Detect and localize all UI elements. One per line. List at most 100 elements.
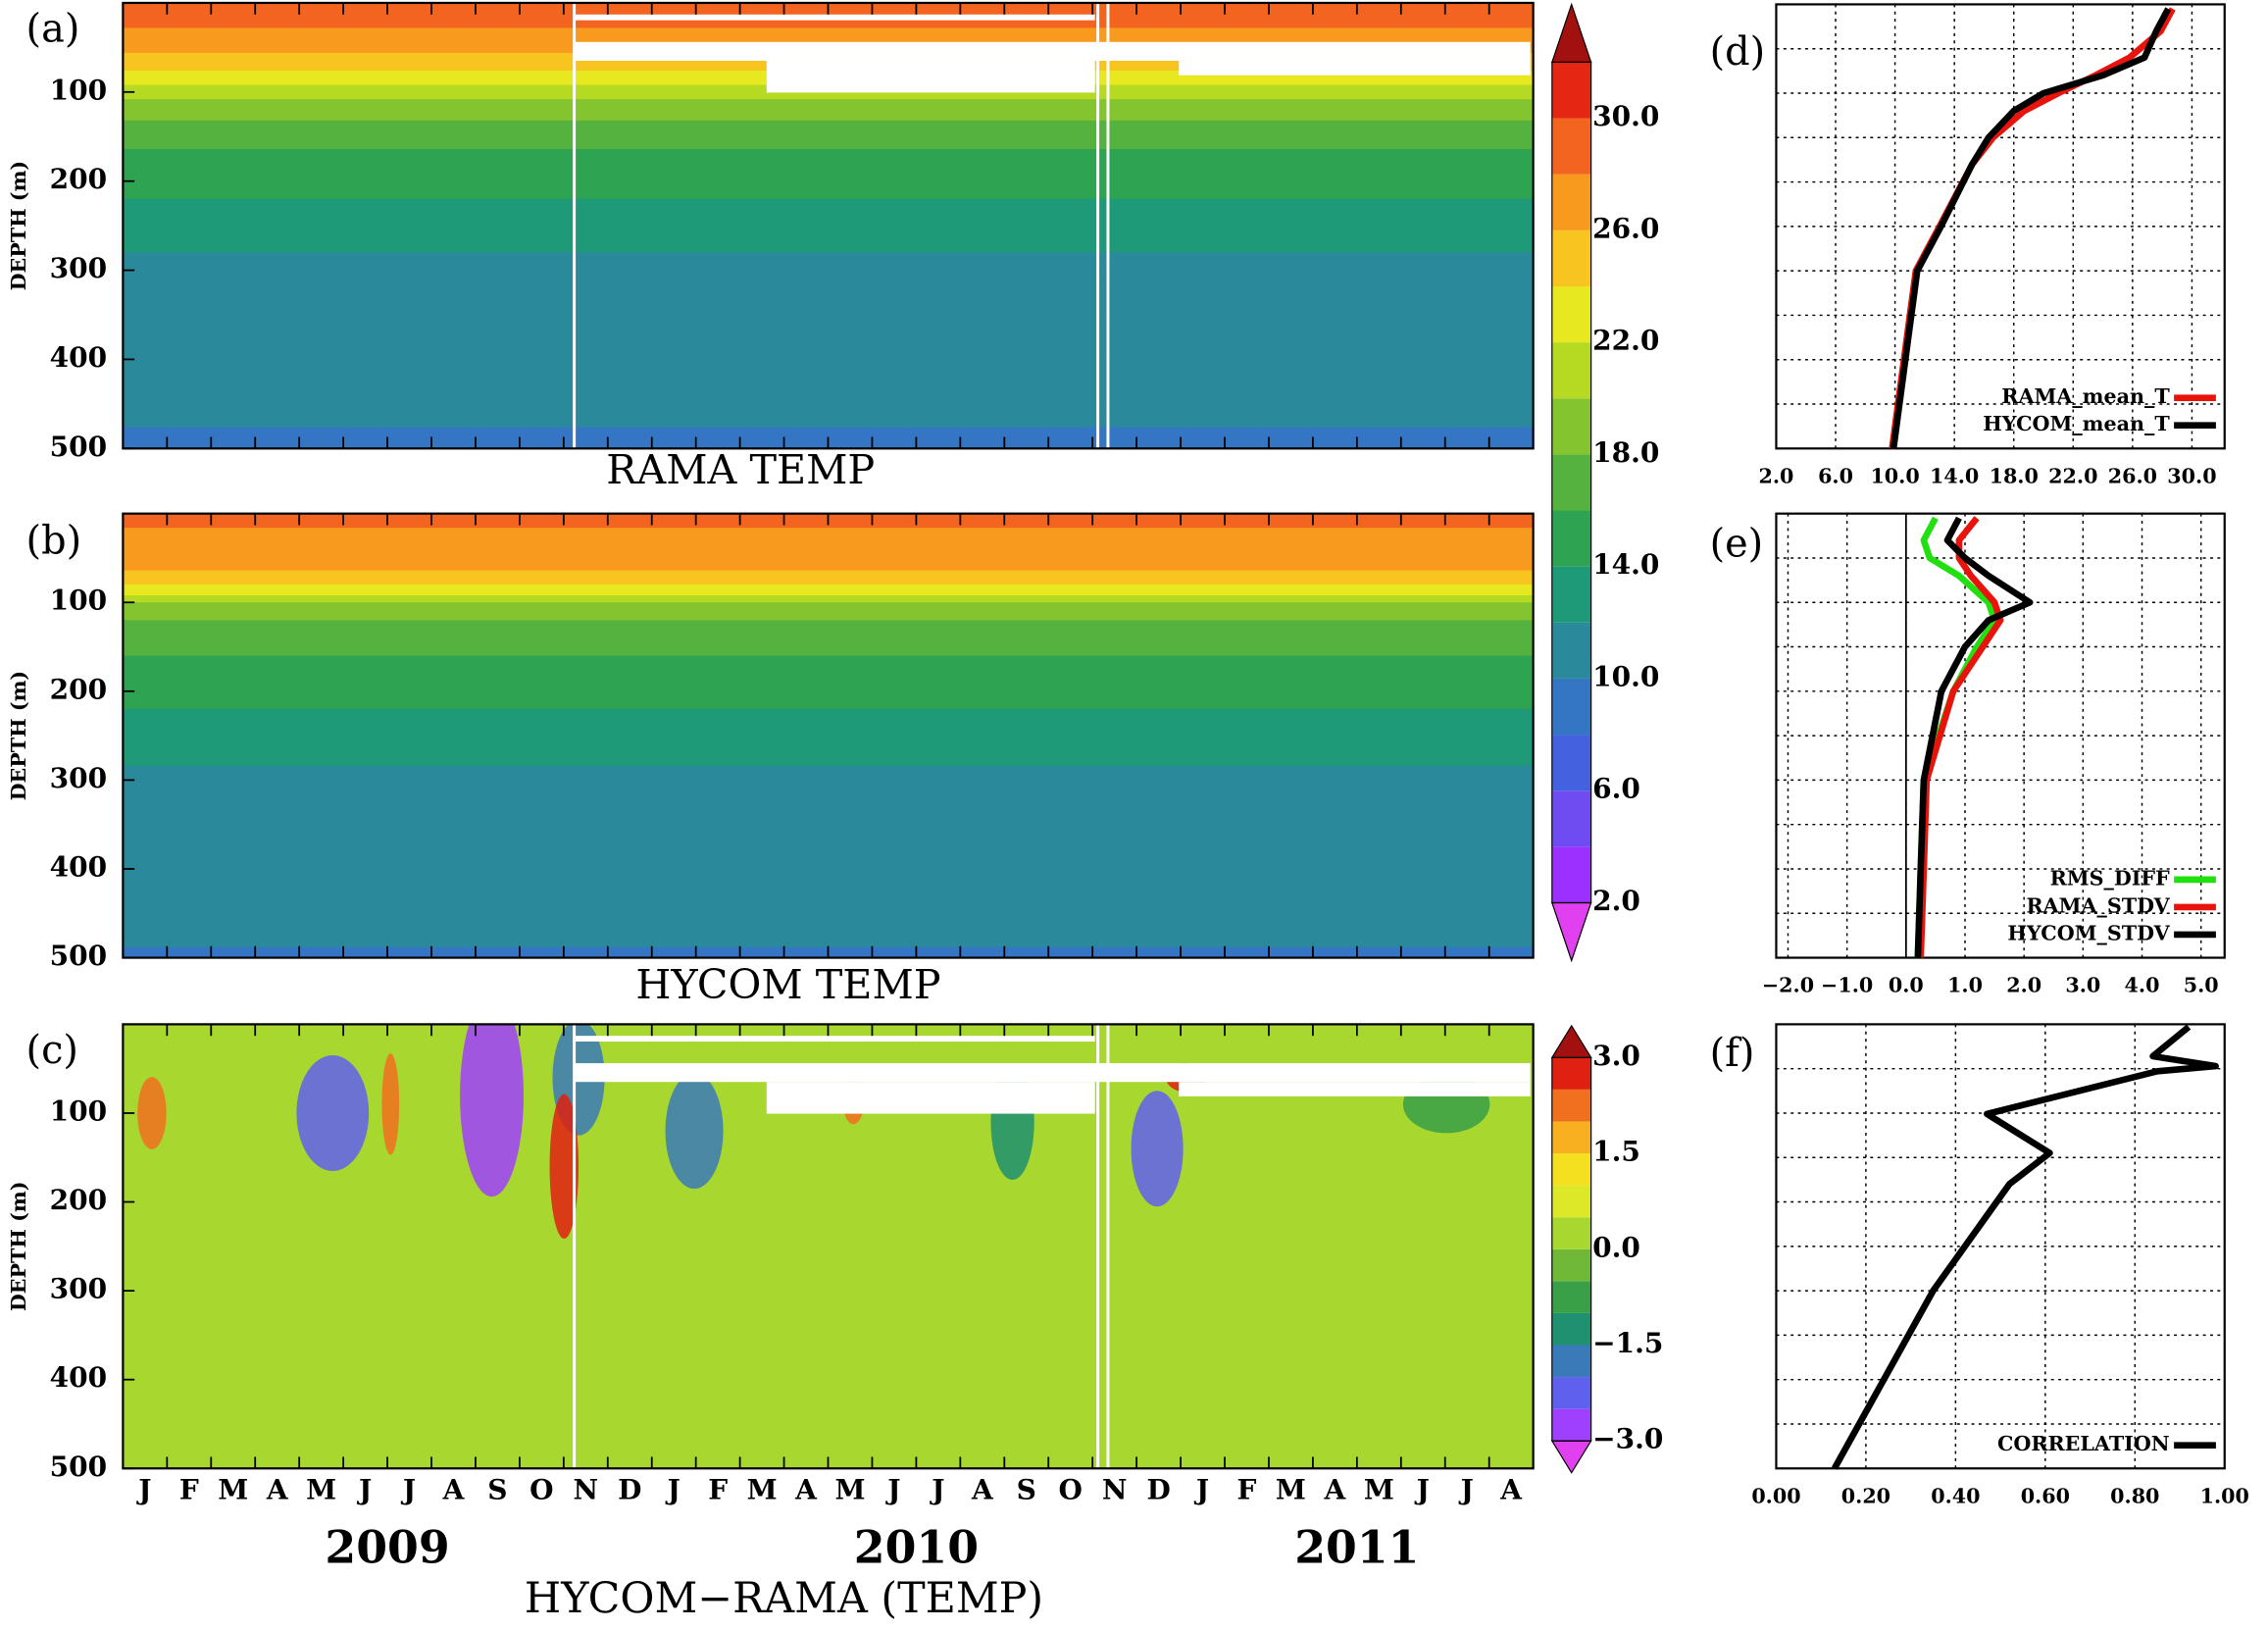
contour-band (123, 227, 1534, 232)
contour-band (123, 373, 1534, 379)
x-tick-label: 22.0 (2048, 464, 2097, 487)
contour-band (123, 773, 1534, 778)
contour-band (123, 99, 1534, 104)
colorbar-swatch (1551, 678, 1591, 736)
contour-band (123, 263, 1534, 268)
contour-band (123, 420, 1534, 425)
contour-band (123, 178, 1534, 182)
x-tick-label: N (1102, 1473, 1128, 1505)
x-tick-label: M (1276, 1473, 1306, 1505)
contour-band (123, 904, 1534, 909)
x-tick-label: J (929, 1473, 944, 1505)
contour-band (123, 787, 1534, 792)
colorbar-swatch (1551, 342, 1591, 399)
x-tick-label: 18.0 (1990, 464, 2039, 487)
contour-band (123, 217, 1534, 222)
x-tick-label: O (1059, 1473, 1083, 1505)
contour-band (123, 651, 1534, 657)
contour-band (123, 861, 1534, 867)
x-tick-label: A (266, 1473, 289, 1505)
contour-band (123, 156, 1534, 161)
x-tick-label: F (179, 1473, 199, 1505)
panel-title: HYCOM TEMP (635, 961, 940, 1008)
contour-band (123, 883, 1534, 888)
contour-band (123, 206, 1534, 211)
contour-band (123, 684, 1534, 689)
contour-band (123, 398, 1534, 403)
contour-band (123, 811, 1534, 817)
contour-band (123, 627, 1534, 633)
contour-band (123, 167, 1534, 172)
contour-band (123, 900, 1534, 906)
contour-blob (1131, 1091, 1184, 1207)
panel-label: (a) (26, 6, 80, 51)
legend-label: RAMA_mean_T (2001, 384, 2170, 408)
colorbar-tick-label: 3.0 (1592, 1040, 1640, 1072)
y-tick-label: 300 (50, 762, 107, 794)
panel-label: (d) (1710, 29, 1766, 75)
contour-band (123, 655, 1534, 661)
contour-band (123, 751, 1534, 756)
x-tick-label: 6.0 (1818, 464, 1853, 487)
contour-band (123, 762, 1534, 767)
x-tick-label: M (834, 1473, 865, 1505)
contour-band (123, 220, 1534, 226)
contour-band (123, 427, 1534, 433)
contour-band (123, 327, 1534, 332)
contour-band (123, 409, 1534, 414)
contour-band (123, 896, 1534, 902)
x-tick-label: 4.0 (2125, 974, 2160, 997)
colorbar-under (1550, 901, 1592, 963)
contour-band (123, 117, 1534, 122)
contour-band (123, 27, 1534, 32)
contour-band (123, 359, 1534, 364)
contour-band (123, 252, 1534, 257)
contour-band (123, 370, 1534, 375)
plot-frame (1775, 1023, 2226, 1470)
contour-band (123, 677, 1534, 682)
colorbar-tick-label: 2.0 (1592, 885, 1640, 917)
contour-band (123, 659, 1534, 664)
contour-band (123, 341, 1534, 346)
contour-band (123, 915, 1534, 920)
contour-band (123, 673, 1534, 679)
x-tick-label: 2.0 (1758, 464, 1793, 487)
contour-band (123, 637, 1534, 642)
contour-band (123, 843, 1534, 849)
contour-band (123, 366, 1534, 372)
colorbar-swatch (1551, 62, 1591, 119)
missing-data (574, 41, 1531, 61)
contour-band (123, 174, 1534, 178)
panel-title: RAMA TEMP (606, 446, 875, 493)
x-tick-label: A (442, 1473, 466, 1505)
panel-label: (b) (26, 519, 82, 564)
contour-band (123, 95, 1534, 100)
missing-data (766, 60, 1095, 93)
contour-band (123, 34, 1534, 40)
profile-line (1832, 1024, 2219, 1470)
contour-band (123, 940, 1534, 944)
contour-band (123, 556, 1534, 561)
y-tick-label: 200 (50, 673, 107, 705)
y-tick-label: 400 (50, 341, 107, 374)
contour-band (123, 712, 1534, 718)
colorbar-swatch (1551, 1089, 1591, 1122)
contour-band (123, 797, 1534, 803)
contour-band (123, 872, 1534, 878)
contour-band (123, 623, 1534, 629)
year-label: 2010 (854, 1520, 979, 1573)
colorbar-swatch (1551, 1057, 1591, 1090)
contour-band (123, 837, 1534, 841)
x-tick-label: J (665, 1473, 680, 1505)
contour-band (123, 524, 1534, 530)
contour-band (123, 198, 1534, 204)
contour-band (123, 145, 1534, 150)
profile-line (1890, 7, 2172, 449)
contour-band (123, 784, 1534, 789)
contour-band (123, 528, 1534, 533)
contour-band (123, 363, 1534, 368)
x-tick-label: 14.0 (1930, 464, 1979, 487)
y-tick-label: 400 (50, 850, 107, 883)
contour-band (123, 266, 1534, 272)
y-tick-label: 500 (50, 1451, 107, 1483)
